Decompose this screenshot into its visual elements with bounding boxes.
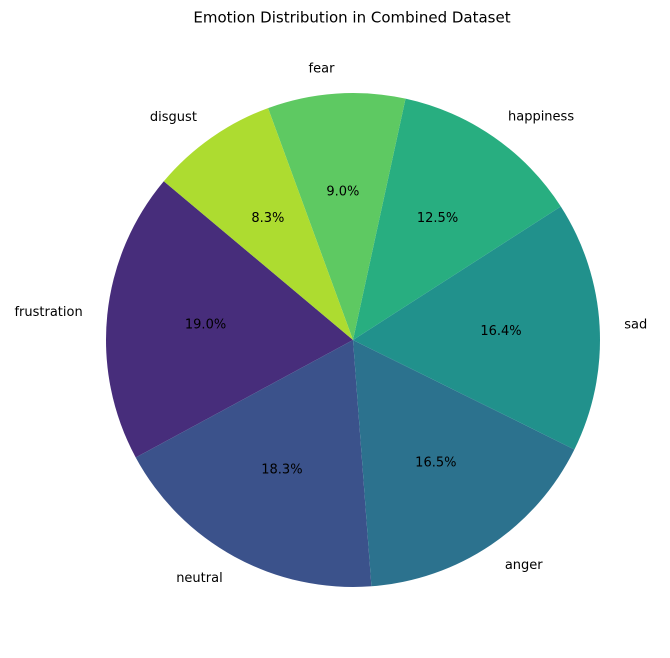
value-label: 19.0% [185, 318, 226, 333]
value-label: 8.3% [251, 211, 284, 226]
pie-slice [353, 206, 600, 450]
value-label: 16.5% [415, 455, 456, 470]
value-label: 18.3% [261, 463, 302, 478]
pie-slice [353, 98, 561, 340]
value-label: 9.0% [326, 185, 359, 200]
slice-label: fear [309, 61, 336, 76]
pie-slice [268, 93, 406, 340]
chart-title: Emotion Distribution in Combined Dataset [193, 9, 510, 27]
slice-label: happiness [508, 109, 574, 124]
slice-label: frustration [14, 305, 82, 320]
pie-slice [163, 108, 353, 340]
value-label: 16.4% [480, 324, 521, 339]
slice-label: sad [624, 317, 647, 332]
pie-slice [353, 340, 575, 587]
pie-slice [106, 181, 354, 458]
slice-label: anger [505, 558, 543, 573]
value-label: 12.5% [417, 211, 458, 226]
slice-label: disgust [150, 110, 197, 125]
pie-slice [135, 340, 372, 587]
slice-label: neutral [176, 571, 223, 586]
